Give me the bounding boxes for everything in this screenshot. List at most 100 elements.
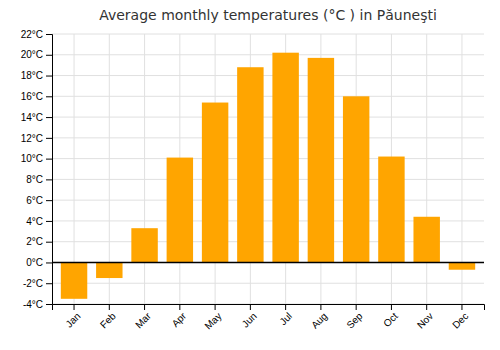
tick: 16°C bbox=[21, 91, 52, 102]
tick-mark bbox=[391, 304, 392, 310]
tick-label: 12°C bbox=[21, 133, 43, 144]
axis-line bbox=[46, 35, 53, 305]
grid-line bbox=[52, 54, 484, 55]
tick-mark bbox=[46, 159, 52, 160]
tick-mark bbox=[46, 262, 52, 263]
tick-label: Sep bbox=[344, 310, 365, 331]
tick-label: Dec bbox=[450, 310, 470, 330]
grid-line bbox=[52, 96, 484, 97]
tick: Jun bbox=[240, 304, 259, 330]
tick: 0°C bbox=[26, 257, 52, 268]
grid-line bbox=[52, 179, 484, 180]
tick: 4°C bbox=[26, 216, 52, 227]
tick-label: 0°C bbox=[26, 257, 43, 268]
tick-mark bbox=[46, 138, 52, 139]
tick-mark bbox=[356, 304, 357, 310]
grid-line bbox=[426, 34, 427, 304]
tick: Apr bbox=[170, 304, 189, 329]
y-axis: -4°C -2°C 0°C 2°C 4°C 6°C 8°C 10°C 12°C 14°C 16°C 1… bbox=[21, 29, 53, 310]
tick-mark bbox=[285, 304, 286, 310]
grid-line bbox=[52, 158, 484, 159]
tick-mark bbox=[46, 221, 52, 222]
tick-label: Oct bbox=[381, 310, 400, 329]
tick-label: Aug bbox=[309, 310, 329, 330]
title: Average monthly temperatures (°C ) in Pă… bbox=[99, 7, 437, 23]
tick: 8°C bbox=[26, 174, 52, 185]
grid-line bbox=[52, 137, 484, 138]
bar bbox=[272, 53, 298, 263]
tick: 18°C bbox=[21, 70, 52, 81]
bar bbox=[378, 157, 404, 263]
tick: Dec bbox=[450, 304, 470, 331]
tick-label: Jun bbox=[240, 310, 259, 329]
tick-label: May bbox=[202, 310, 223, 331]
tick: 2°C bbox=[26, 236, 52, 247]
tick-label: 16°C bbox=[21, 91, 43, 102]
tick-mark bbox=[46, 34, 52, 35]
tick: Nov bbox=[415, 304, 435, 331]
grid-line bbox=[52, 117, 484, 118]
tick-mark bbox=[46, 179, 52, 180]
tick: Mar bbox=[133, 304, 153, 330]
tick-label: Mar bbox=[133, 310, 153, 330]
grid-line bbox=[52, 34, 484, 35]
tick-label: Jan bbox=[63, 310, 82, 329]
tick-label: Nov bbox=[415, 310, 435, 330]
bar bbox=[449, 262, 475, 269]
tick: -4°C bbox=[23, 299, 52, 310]
zero-line bbox=[52, 262, 484, 264]
grid-line bbox=[52, 200, 484, 201]
tick: 22°C bbox=[21, 29, 52, 40]
tick-label: 6°C bbox=[26, 195, 43, 206]
tick-label: 2°C bbox=[26, 236, 43, 247]
grid-line bbox=[52, 75, 484, 76]
tick: 12°C bbox=[21, 133, 52, 144]
grid-line bbox=[52, 283, 484, 284]
tick-mark bbox=[179, 304, 180, 310]
tick-mark bbox=[215, 304, 216, 310]
tick-mark bbox=[46, 242, 52, 243]
bar bbox=[131, 228, 157, 262]
tick-label: 14°C bbox=[21, 112, 43, 123]
axis-line bbox=[53, 305, 485, 311]
bar bbox=[61, 262, 87, 298]
bar bbox=[343, 96, 369, 262]
tick: Jan bbox=[63, 304, 82, 330]
tick-label: 4°C bbox=[26, 216, 43, 227]
tick-label: 18°C bbox=[21, 70, 43, 81]
bar bbox=[202, 103, 228, 263]
tick: Sep bbox=[344, 304, 365, 331]
tick-label: -4°C bbox=[23, 299, 43, 310]
tick-mark bbox=[46, 304, 52, 305]
tick-mark bbox=[144, 304, 145, 310]
tick: -2°C bbox=[23, 278, 52, 289]
grid bbox=[52, 34, 484, 304]
tick-mark bbox=[46, 283, 52, 284]
tick-mark bbox=[461, 304, 462, 310]
grid-line bbox=[144, 34, 145, 304]
tick: 14°C bbox=[21, 112, 52, 123]
tick: Oct bbox=[381, 304, 400, 329]
x-axis: Jan Feb Mar Apr May Jun Jul Aug Sep Oct Nov Dec bbox=[53, 304, 485, 332]
tick-mark bbox=[109, 304, 110, 310]
tick-mark bbox=[46, 200, 52, 201]
tick-label: 10°C bbox=[21, 153, 43, 164]
tick-mark bbox=[320, 304, 321, 310]
tick: Jul bbox=[277, 304, 294, 327]
bar bbox=[308, 58, 334, 263]
tick: Aug bbox=[309, 304, 329, 331]
grid-line bbox=[52, 262, 484, 263]
bar bbox=[413, 217, 439, 263]
tick-mark bbox=[46, 55, 52, 56]
tick-label: Apr bbox=[170, 310, 189, 329]
tick-label: -2°C bbox=[23, 278, 43, 289]
chart: -4°C -2°C 0°C 2°C 4°C 6°C 8°C 10°C 12°C 14°C 16°C 1… bbox=[0, 0, 500, 350]
bar bbox=[96, 262, 122, 278]
bar bbox=[237, 67, 263, 262]
tick-label: 22°C bbox=[21, 29, 43, 40]
tick-label: 20°C bbox=[21, 49, 43, 60]
tick-mark bbox=[46, 117, 52, 118]
tick-mark bbox=[74, 304, 75, 310]
tick: Feb bbox=[98, 304, 118, 330]
tick-label: Jul bbox=[277, 310, 294, 327]
